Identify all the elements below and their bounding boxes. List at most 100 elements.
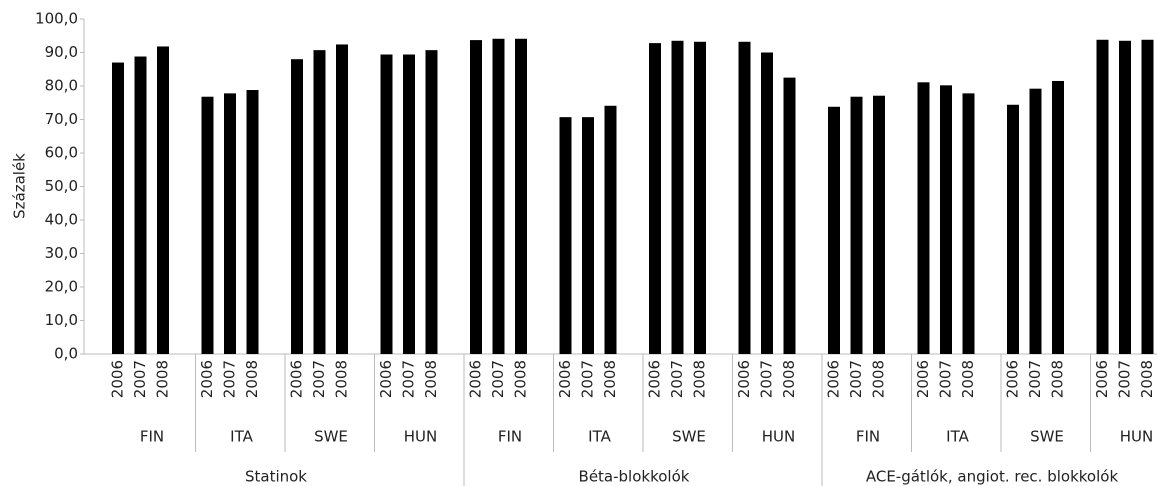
y-tick-label: 80,0: [45, 77, 78, 95]
x-tick-label: 2008: [1138, 360, 1156, 398]
x-tick-label: 2007: [489, 360, 507, 398]
x-tick-label: 2008: [243, 360, 261, 398]
x-tick-label: 2008: [691, 360, 709, 398]
group-label: Statinok: [245, 468, 307, 486]
bar: [403, 54, 415, 354]
subgroup-label: SWE: [672, 428, 706, 446]
x-tick-label: 2006: [377, 360, 395, 398]
bar: [157, 46, 169, 354]
bar: [246, 90, 259, 355]
x-tick-label: 2006: [646, 360, 664, 398]
bar: [1119, 40, 1131, 355]
subgroup-label: FIN: [856, 428, 880, 446]
x-tick-label: 2006: [288, 360, 306, 398]
x-tick-label: 2008: [870, 360, 888, 398]
bar: [850, 96, 863, 354]
bar: [470, 40, 482, 354]
bar: [224, 93, 236, 355]
x-tick-label: 2007: [1026, 360, 1044, 398]
bar: [828, 106, 840, 355]
bar: [1029, 88, 1042, 355]
x-tick-label: 2007: [758, 360, 776, 398]
bar: [380, 54, 393, 354]
x-tick-label: 2007: [847, 360, 865, 398]
x-tick-label: 2006: [467, 360, 485, 398]
x-tick-label: 2006: [914, 360, 932, 398]
y-axis-label: Százalék: [11, 153, 29, 219]
bar: [582, 117, 594, 354]
bar: [604, 105, 617, 354]
x-tick-label: 2007: [131, 360, 149, 398]
subgroup-label: HUN: [1120, 428, 1153, 446]
y-tick-label: 70,0: [45, 110, 78, 128]
x-tick-label: 2006: [825, 360, 843, 398]
x-tick-label: 2007: [1116, 360, 1134, 398]
bar: [425, 50, 438, 354]
y-tick-label: 20,0: [45, 278, 78, 296]
y-tick-label: 10,0: [45, 311, 78, 329]
bar: [313, 50, 326, 354]
bar: [671, 40, 684, 355]
bar: [559, 117, 572, 354]
y-tick-label: 100,0: [35, 10, 78, 28]
subgroup-label: HUN: [762, 428, 795, 446]
y-tick-label: 40,0: [45, 211, 78, 229]
bar: [917, 82, 930, 354]
x-tick-label: 2006: [109, 360, 127, 398]
x-tick-label: 2008: [333, 360, 351, 398]
x-tick-label: 2008: [154, 360, 172, 398]
bar: [940, 85, 952, 354]
y-tick-label: 0,0: [54, 345, 78, 363]
bar: [1096, 39, 1109, 355]
bar: [761, 52, 773, 354]
bar: [492, 38, 505, 354]
bar: [783, 77, 796, 354]
x-tick-label: 2007: [579, 360, 597, 398]
x-tick-label: 2007: [668, 360, 686, 398]
bar: [112, 62, 124, 355]
subgroup-label: SWE: [314, 428, 348, 446]
x-tick-label: 2008: [959, 360, 977, 398]
subgroup-label: ITA: [230, 428, 253, 446]
bar: [515, 38, 527, 354]
x-tick-label: 2006: [556, 360, 574, 398]
x-tick-label: 2008: [512, 360, 530, 398]
x-tick-label: 2007: [400, 360, 418, 398]
subgroup-label: ITA: [946, 428, 969, 446]
bar: [738, 41, 751, 354]
bar: [291, 59, 303, 354]
x-tick-label: 2008: [1049, 360, 1067, 398]
x-tick-label: 2008: [601, 360, 619, 398]
bar: [201, 96, 214, 354]
y-tick-label: 60,0: [45, 144, 78, 162]
bar: [1007, 104, 1019, 354]
bar: [1052, 80, 1064, 354]
x-tick-label: 2006: [198, 360, 216, 398]
bar: [873, 95, 885, 354]
subgroup-label: ITA: [588, 428, 611, 446]
x-tick-label: 2006: [1004, 360, 1022, 398]
bar: [1141, 39, 1154, 355]
y-tick-label: 50,0: [45, 177, 78, 195]
x-tick-label: 2008: [422, 360, 440, 398]
bar: [649, 43, 661, 355]
subgroup-label: FIN: [140, 428, 164, 446]
bar: [694, 41, 706, 354]
x-tick-label: 2007: [310, 360, 328, 398]
bar: [134, 56, 147, 355]
x-tick-label: 2006: [735, 360, 753, 398]
bar: [962, 93, 975, 355]
group-label: Béta-blokkolók: [579, 468, 690, 486]
subgroup-label: FIN: [498, 428, 522, 446]
y-tick-label: 90,0: [45, 43, 78, 61]
subgroup-label: HUN: [404, 428, 437, 446]
x-tick-label: 2007: [937, 360, 955, 398]
x-tick-label: 2006: [1093, 360, 1111, 398]
bar: [336, 44, 348, 355]
group-label: ACE-gátlók, angiot. rec. blokkolók: [866, 468, 1119, 486]
x-tick-label: 2008: [780, 360, 798, 398]
x-tick-label: 2007: [221, 360, 239, 398]
y-tick-label: 30,0: [45, 244, 78, 262]
subgroup-label: SWE: [1030, 428, 1064, 446]
